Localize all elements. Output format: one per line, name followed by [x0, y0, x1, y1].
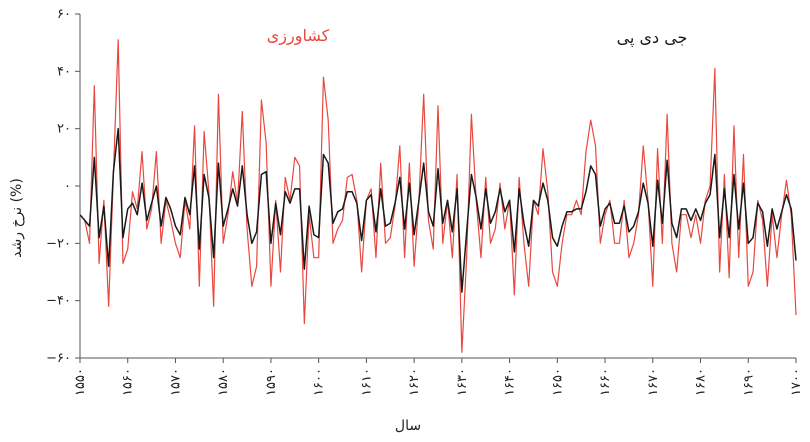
x-tick-label: ۱۵۷۰: [168, 368, 183, 396]
x-tick-label: ۱۶۳۰: [455, 368, 470, 396]
x-tick-label: ۱۶۱۰: [359, 368, 374, 396]
axes: [79, 14, 796, 359]
ticks: −۶۰ −۴۰ −۲۰ ۰ ۲۰ ۴۰ ۶۰ ۱۵۵۰ ۱۵۶۰ ۱۵۷۰ ۱۵۸۰ ۱۵۹۰ ۱۶۰۰…: [46, 7, 804, 396]
x-tick-label: ۱۶۵۰: [550, 368, 565, 396]
series-layer: [79, 39, 797, 353]
legend-label-gdp: جی دی پی: [617, 28, 688, 48]
legend-label-agriculture: کشاورزی: [267, 26, 330, 46]
x-tick-label: ۱۵۶۰: [121, 368, 136, 396]
x-tick-label: ۱۵۹۰: [264, 368, 279, 396]
y-tick-label: ۶۰: [57, 7, 71, 22]
series-line-gdp: [79, 127, 797, 293]
x-tick-label: ۱۶۲۰: [407, 368, 422, 396]
x-tick-label: ۱۵۸۰: [216, 368, 231, 396]
x-tick-label: ۱۷۰۰: [789, 368, 804, 396]
x-tick-label: ۱۶۸۰: [694, 368, 709, 396]
y-tick-label: ۲۰: [57, 122, 71, 137]
y-axis-title: نرخ رشد (%): [9, 178, 25, 258]
y-tick-label: ۴۰: [57, 64, 71, 79]
x-tick-label: ۱۶۹۰: [741, 368, 756, 396]
y-tick-label: −۲۰: [46, 236, 71, 251]
x-axis-title: سال: [395, 418, 421, 434]
series-line-agriculture: [79, 39, 797, 353]
x-tick-label: ۱۶۶۰: [598, 368, 613, 396]
x-tick-label: ۱۵۵۰: [73, 368, 88, 396]
x-tick-label: ۱۶۰۰: [312, 368, 327, 396]
x-tick-label: ۱۶۴۰: [503, 368, 518, 396]
x-tick-label: ۱۶۷۰: [646, 368, 661, 396]
y-tick-label: −۴۰: [46, 294, 71, 309]
y-tick-label: −۶۰: [46, 351, 71, 366]
y-tick-label: ۰: [64, 179, 71, 194]
